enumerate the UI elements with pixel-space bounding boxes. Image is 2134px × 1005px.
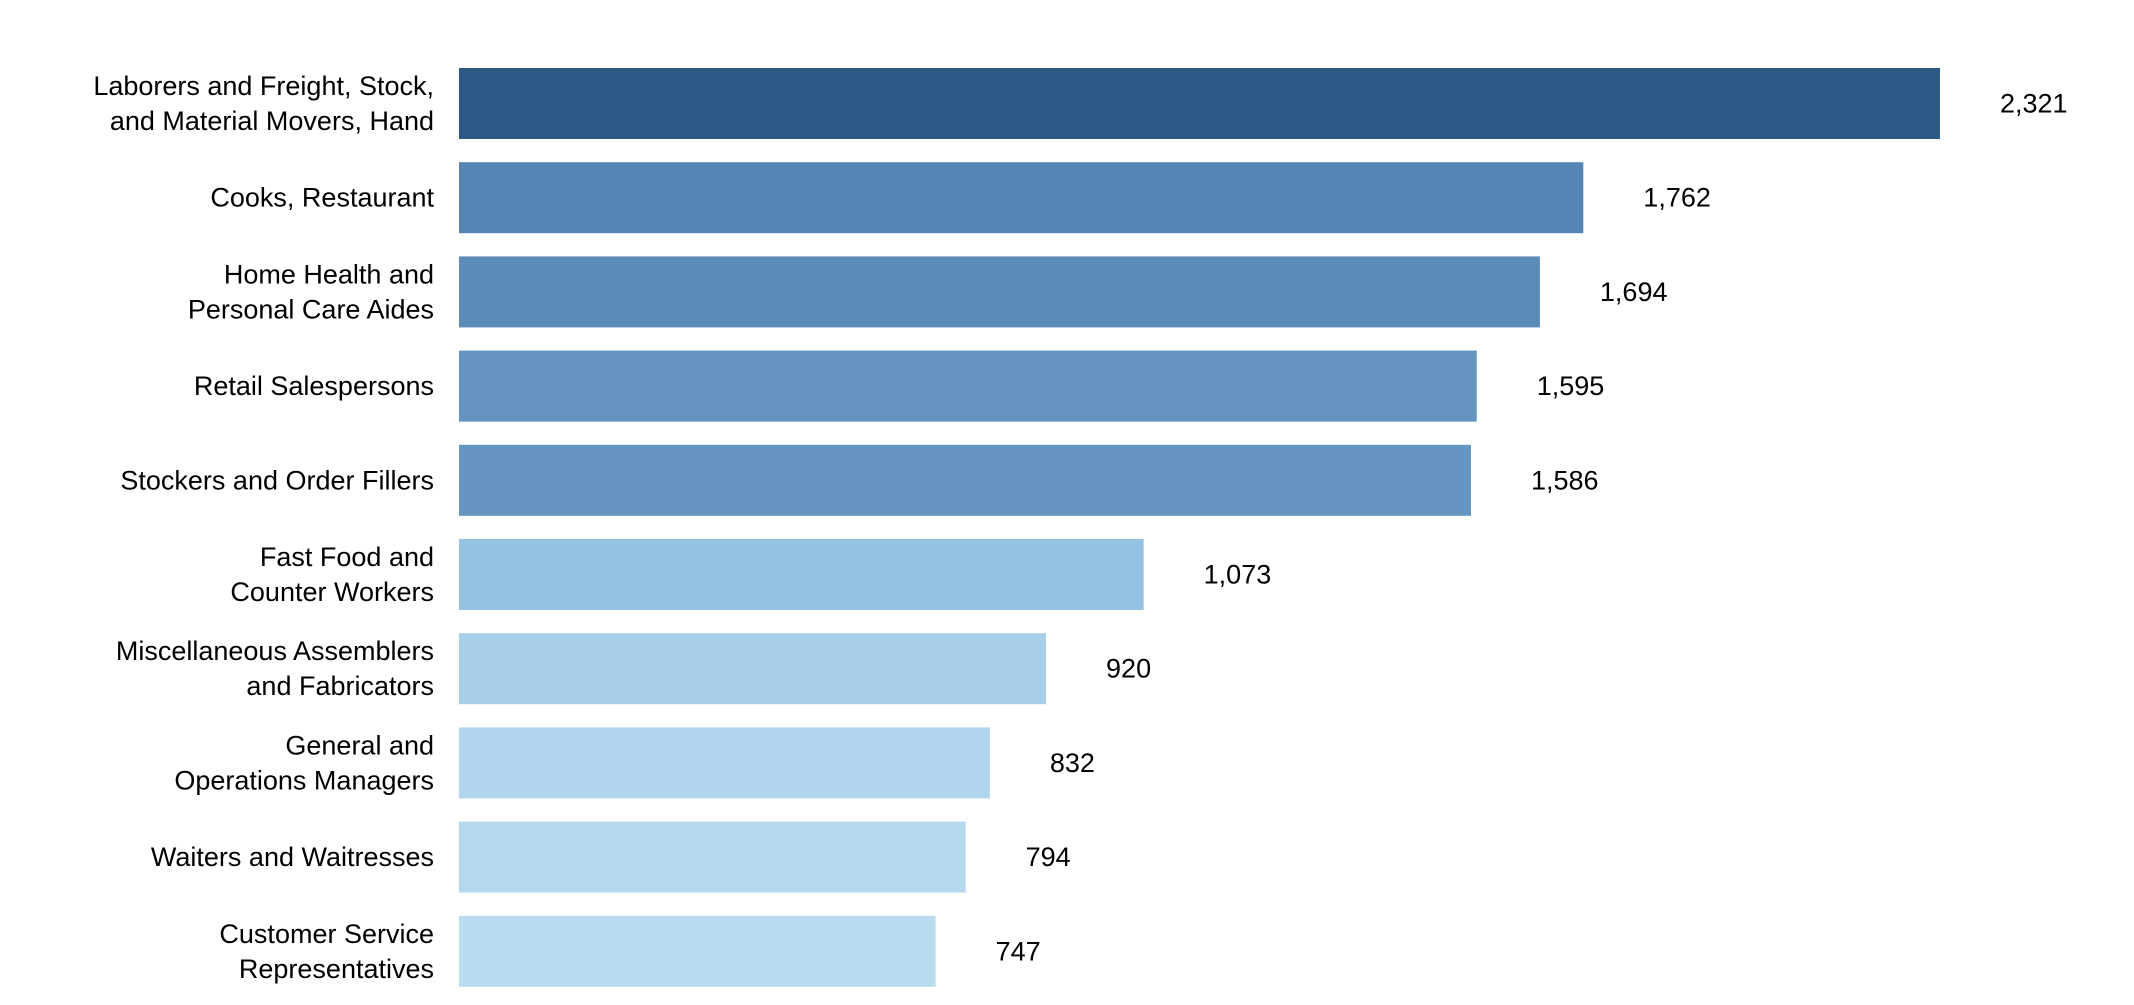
- category-label-4: Stockers and Order Fillers: [120, 465, 434, 495]
- value-label-3: 1,595: [1537, 371, 1605, 401]
- category-label-4-line-0: Stockers and Order Fillers: [120, 465, 434, 495]
- category-label-9-line-1: Representatives: [239, 954, 434, 984]
- category-label-8: Waiters and Waitresses: [151, 842, 434, 872]
- category-labels: Laborers and Freight, Stock, and Material…: [93, 71, 434, 984]
- category-label-5: Fast Food and Counter Workers: [230, 542, 434, 607]
- bar-8: [459, 821, 966, 893]
- bar-3: [459, 350, 1477, 422]
- bar-7: [459, 727, 990, 799]
- bar-0: [459, 68, 1940, 139]
- bar-5: [459, 539, 1144, 610]
- category-label-6-line-0: Miscellaneous Assemblers: [116, 636, 434, 666]
- category-label-1-line-0: Cooks, Restaurant: [210, 183, 434, 213]
- category-label-0-line-1: and Material Movers, Hand: [110, 106, 434, 136]
- bar-6: [459, 633, 1047, 705]
- category-label-5-line-0: Fast Food and: [260, 542, 434, 572]
- category-label-6: Miscellaneous Assemblers and Fabricators: [116, 636, 434, 701]
- value-label-7: 832: [1050, 748, 1095, 778]
- category-label-3-line-0: Retail Salespersons: [194, 371, 434, 401]
- category-label-0-line-0: Laborers and Freight, Stock,: [93, 71, 434, 101]
- category-label-7-line-0: General and: [285, 730, 434, 760]
- value-label-9: 747: [996, 936, 1041, 966]
- category-label-9: Customer Service Representatives: [219, 919, 434, 984]
- category-label-5-line-1: Counter Workers: [230, 577, 434, 607]
- category-label-2-line-0: Home Health and: [224, 259, 434, 289]
- value-label-1: 1,762: [1643, 183, 1711, 213]
- value-label-5: 1,073: [1204, 560, 1272, 590]
- bar-1: [459, 162, 1584, 234]
- category-label-1: Cooks, Restaurant: [210, 183, 434, 213]
- value-label-2: 1,694: [1600, 277, 1668, 307]
- value-label-4: 1,586: [1531, 465, 1599, 495]
- value-labels: 2,321 1,762 1,694 1,595 1,586 1,073 920 832 794 7…: [996, 89, 2068, 967]
- category-label-6-line-1: and Fabricators: [246, 671, 434, 701]
- category-label-9-line-0: Customer Service: [219, 919, 434, 949]
- bars-layer: [459, 68, 1940, 987]
- value-label-6: 920: [1106, 654, 1151, 684]
- category-label-7: General and Operations Managers: [174, 730, 434, 795]
- value-label-8: 794: [1026, 842, 1071, 872]
- category-label-3: Retail Salespersons: [194, 371, 434, 401]
- category-label-2: Home Health and Personal Care Aides: [188, 259, 434, 324]
- value-label-0: 2,321: [2000, 89, 2068, 119]
- category-label-2-line-1: Personal Care Aides: [188, 294, 434, 324]
- category-label-8-line-0: Waiters and Waitresses: [151, 842, 434, 872]
- category-label-7-line-1: Operations Managers: [174, 765, 434, 795]
- category-label-0: Laborers and Freight, Stock, and Material…: [93, 71, 434, 136]
- bar-4: [459, 444, 1472, 516]
- bar-2: [459, 256, 1540, 328]
- bar-9: [459, 915, 936, 987]
